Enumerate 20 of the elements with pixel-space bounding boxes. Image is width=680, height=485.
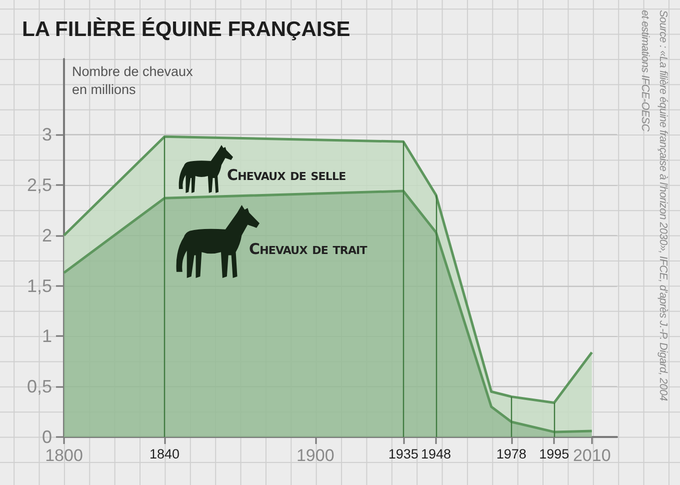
y-tick-label: 1 bbox=[42, 326, 52, 346]
y-axis-title: Nombre de chevaux en millions bbox=[72, 63, 194, 99]
y-tick-label: 1,5 bbox=[26, 276, 52, 296]
x-tick-label: 1900 bbox=[296, 446, 334, 465]
source-note: Source : «La filière équine française à l'horizon 2030», IFCE, d'après J.-P. Digard, 2004 et estimations IFCE-OESC bbox=[638, 10, 670, 403]
series-label: Chevaux de trait bbox=[249, 240, 367, 258]
y-tick-label: 2,5 bbox=[26, 175, 52, 195]
y-tick-label: 0 bbox=[42, 427, 52, 447]
series-label: Chevaux de selle bbox=[227, 166, 346, 184]
x-tick-label: 1978 bbox=[496, 446, 526, 462]
x-tick-label: 1948 bbox=[420, 446, 452, 462]
x-tick-label: 1935 bbox=[388, 446, 418, 462]
x-tick-label: 1800 bbox=[45, 446, 83, 465]
y-tick-label: 0,5 bbox=[26, 376, 52, 397]
y-tick-label: 2 bbox=[42, 225, 52, 246]
x-tick-label: 1840 bbox=[150, 446, 180, 462]
x-tick-label: 2010 bbox=[572, 446, 611, 465]
y-tick-label: 3 bbox=[42, 124, 52, 145]
x-tick-label: 1995 bbox=[539, 446, 570, 462]
chart-title: LA FILIÈRE ÉQUINE FRANÇAISE bbox=[22, 18, 350, 42]
